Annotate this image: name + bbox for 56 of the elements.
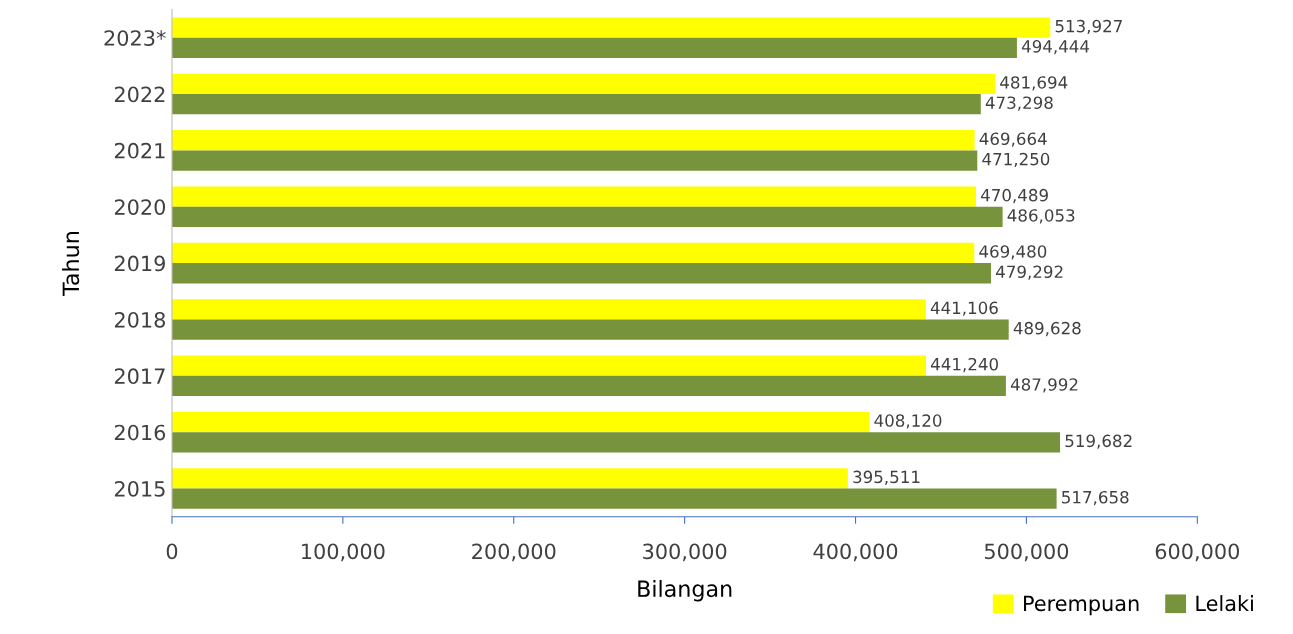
data-label: 519,682 [1065, 434, 1132, 449]
data-label: 470,489 [980, 188, 1048, 204]
data-label: 489,628 [1013, 321, 1081, 337]
bar [171, 263, 992, 284]
bar [171, 411, 870, 433]
x-tick-label: 500,000 [984, 543, 1069, 562]
bar [171, 319, 1009, 340]
y-axis-title: Tahun [62, 232, 80, 297]
y-tick-label: 2022 [114, 86, 165, 103]
bar [171, 17, 1051, 38]
bar [171, 186, 976, 207]
data-label: 469,664 [979, 132, 1047, 147]
x-tick-label: 300,000 [643, 543, 727, 562]
data-label: 479,292 [996, 265, 1063, 280]
bar [171, 94, 981, 115]
bar [171, 150, 978, 171]
data-label: 513,927 [1055, 19, 1122, 35]
bar [171, 130, 975, 151]
bar [171, 73, 996, 95]
bar [171, 299, 926, 320]
x-axis-title: Bilangan [638, 579, 732, 602]
data-label: 473,298 [985, 96, 1053, 111]
data-label: 486,053 [1007, 209, 1075, 224]
data-label: 469,480 [979, 245, 1047, 260]
data-label: 408,120 [874, 414, 942, 429]
y-tick-label: 2023* [104, 30, 166, 46]
bar [171, 37, 1017, 58]
data-label: 494,444 [1021, 40, 1090, 55]
x-tick-label: 0 [166, 543, 178, 560]
bar [171, 468, 848, 489]
x-tick-label: 100,000 [302, 543, 385, 562]
data-label: 441,240 [930, 357, 998, 373]
bar [171, 206, 1003, 228]
data-label: 481,694 [1000, 76, 1068, 91]
y-tick-label: 2016 [114, 424, 166, 441]
bar [171, 488, 1057, 509]
legend-label: Lelaki [1196, 595, 1253, 612]
y-tick-label: 2015 [114, 480, 165, 497]
y-tick-label: 2018 [114, 311, 165, 328]
x-tick-label: 400,000 [813, 543, 898, 562]
legend-label: Perempuan [1024, 595, 1139, 616]
bar [171, 432, 1061, 453]
y-tick-label: 2020 [114, 199, 166, 215]
y-tick-label: 2021 [114, 142, 165, 159]
data-label: 441,106 [930, 301, 998, 316]
x-tick-label: 200,000 [472, 543, 556, 562]
y-tick-label: 2019 [114, 255, 165, 272]
data-label: 395,511 [853, 470, 920, 485]
x-tick-label: 600,000 [1155, 543, 1240, 562]
y-tick-label: 2017 [114, 368, 165, 385]
bar [171, 242, 975, 264]
data-label: 487,992 [1010, 378, 1078, 393]
bar [171, 375, 1006, 397]
data-label: 471,250 [982, 152, 1050, 168]
bar [171, 355, 927, 376]
data-label: 517,658 [1062, 490, 1129, 506]
